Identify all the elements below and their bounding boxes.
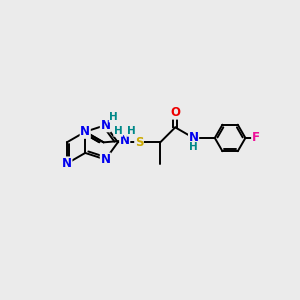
Text: N: N [189, 131, 199, 145]
Text: N: N [80, 125, 90, 138]
Text: N: N [120, 134, 130, 147]
Text: F: F [252, 131, 260, 145]
Text: N: N [100, 153, 110, 166]
Text: O: O [170, 106, 180, 119]
Text: N: N [100, 119, 110, 132]
Text: S: S [135, 136, 143, 149]
Text: H: H [114, 126, 123, 136]
Text: H: H [189, 142, 198, 152]
Text: H: H [109, 112, 118, 122]
Text: N: N [62, 157, 72, 170]
Text: H: H [127, 126, 136, 136]
